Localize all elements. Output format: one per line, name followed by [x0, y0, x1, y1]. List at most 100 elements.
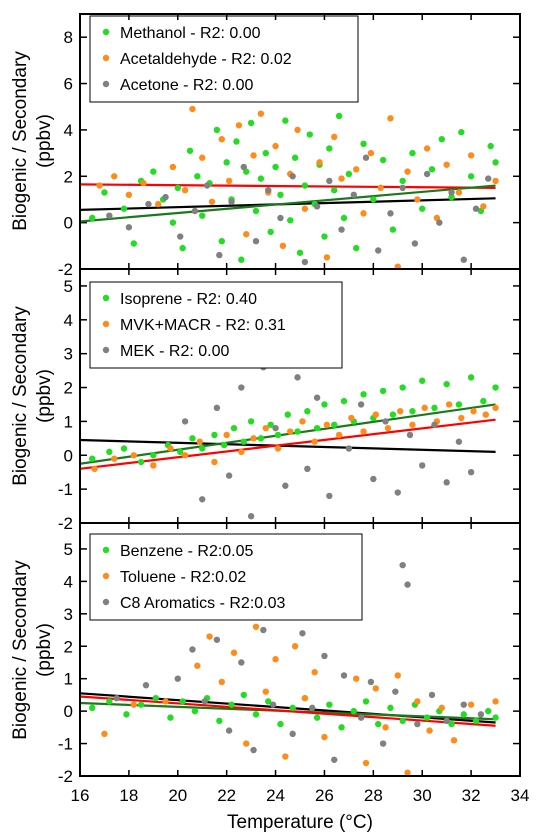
data-point	[262, 688, 269, 695]
y-tick-label: 1	[64, 412, 73, 431]
data-point	[216, 251, 223, 259]
data-point	[186, 147, 194, 154]
data-point	[213, 404, 221, 412]
data-point	[272, 142, 279, 150]
data-point	[169, 163, 177, 171]
data-point	[370, 475, 377, 483]
data-point	[252, 711, 260, 718]
legend-panel-1: Methanol - R2: 0.00 Acetaldehyde - R2: 0…	[89, 15, 359, 103]
data-point	[467, 469, 475, 476]
data-point	[223, 431, 230, 439]
scatter-points-panel-3	[89, 536, 499, 776]
data-point	[482, 411, 489, 418]
data-point	[443, 380, 450, 388]
panel-2: Biogenic / Secondary (ppbv) -2 -1 0 1 2 3 4 5 I…	[10, 277, 520, 533]
data-point	[338, 226, 345, 233]
y-ticks-panel-1: -2 0 2 4 6 8	[58, 28, 520, 279]
x-tick-label: 20	[168, 786, 187, 805]
data-point	[277, 214, 284, 222]
legend-marker-acetone	[102, 80, 110, 88]
panel-1: Biogenic / Secondary (ppbv) -2 0 2 4 6 8 Meth…	[10, 15, 520, 279]
data-point	[250, 435, 257, 442]
data-point	[294, 374, 301, 381]
data-point	[404, 581, 411, 588]
data-point	[218, 135, 225, 143]
data-point	[485, 175, 492, 182]
data-point	[194, 662, 201, 669]
data-point	[360, 428, 367, 435]
data-point	[384, 424, 392, 432]
legend-panel-3: Benzene - R2:0.05 Toluene - R2:0.02 C8 A…	[89, 533, 363, 621]
data-point	[106, 212, 113, 219]
data-point	[375, 247, 382, 254]
legend-label-toluene: Toluene - R2:0.02	[120, 569, 246, 586]
data-point	[460, 701, 467, 708]
data-point	[211, 431, 218, 439]
data-point	[181, 418, 189, 425]
data-point	[199, 154, 206, 161]
data-point	[460, 711, 467, 718]
data-point	[301, 182, 309, 189]
data-point	[299, 630, 306, 637]
x-tick-label: 18	[119, 786, 138, 805]
legend-label-methanol: Methanol - R2: 0.00	[120, 25, 261, 42]
legend-panel-2: Isoprene - R2: 0.40 MVK+MACR - R2: 0.31 …	[89, 281, 343, 369]
y-tick-label: 6	[64, 75, 73, 94]
data-point	[414, 720, 421, 728]
legend-marker-mek	[102, 346, 110, 354]
y-tick-label: -2	[58, 260, 73, 279]
data-point	[313, 394, 321, 401]
data-point	[123, 711, 130, 718]
data-point	[287, 428, 294, 435]
data-point	[130, 240, 137, 247]
legend-label-acetaldehyde: Acetaldehyde - R2: 0.02	[120, 51, 292, 68]
data-point	[335, 112, 343, 120]
y-tick-label: 3	[64, 605, 73, 624]
y-tick-label: 2	[64, 379, 73, 398]
data-point	[179, 244, 186, 252]
data-point	[140, 180, 147, 187]
data-point	[326, 145, 333, 152]
y-tick-label: 2	[64, 167, 73, 186]
data-point	[238, 659, 245, 666]
data-point	[448, 720, 455, 728]
data-point	[279, 242, 287, 250]
data-point	[345, 170, 353, 178]
data-point	[443, 161, 450, 168]
data-point	[360, 140, 367, 148]
fit-line	[80, 695, 496, 727]
data-point	[257, 110, 265, 117]
data-point	[409, 149, 416, 157]
data-point	[181, 186, 189, 194]
data-point	[372, 411, 379, 418]
data-point	[438, 135, 445, 143]
data-point	[445, 401, 453, 408]
data-point	[225, 177, 233, 185]
legend-label-mek: MEK - R2: 0.00	[120, 343, 229, 360]
fit-line	[80, 438, 496, 453]
data-point	[130, 452, 137, 459]
data-point	[367, 149, 375, 157]
x-tick-label: 22	[217, 786, 236, 805]
data-point	[191, 707, 199, 715]
data-point	[301, 258, 309, 266]
data-point	[323, 254, 331, 261]
data-point	[423, 145, 431, 152]
data-point	[225, 472, 233, 479]
data-point	[101, 730, 108, 738]
y-tick-label: 1	[64, 670, 73, 689]
data-point	[353, 166, 360, 173]
data-point	[96, 182, 103, 189]
data-point	[458, 129, 465, 136]
data-point	[260, 626, 267, 634]
data-point	[284, 411, 291, 418]
data-point	[377, 184, 384, 192]
data-point	[480, 203, 487, 210]
legend-marker-toluene	[102, 572, 110, 580]
data-point	[282, 117, 289, 124]
y-axis-title-line2: (ppbv)	[34, 369, 55, 423]
data-point	[137, 701, 145, 708]
data-point	[282, 482, 289, 489]
y-tick-label: 4	[64, 311, 73, 330]
data-point	[189, 435, 196, 442]
